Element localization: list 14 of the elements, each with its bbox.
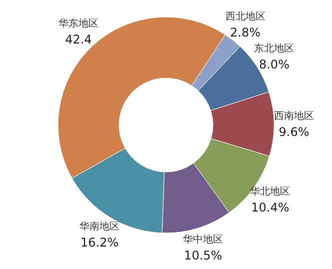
slice-label: 西南地区: [274, 110, 314, 122]
slice-label: 华北地区: [250, 185, 290, 198]
data-label: 9.6%: [278, 124, 310, 139]
slice-label: 东北地区: [254, 42, 294, 55]
slice-label: 华中地区: [183, 234, 224, 246]
data-label: 2.8%: [230, 26, 261, 40]
slice-label: 西北地区: [225, 10, 266, 23]
slice-label: 华东地区: [58, 18, 98, 30]
data-label: 8.0%: [258, 58, 290, 72]
data-label: 10.5%: [184, 248, 222, 262]
data-label: 42.4: [65, 32, 92, 47]
data-label: 10.4%: [251, 200, 290, 214]
data-label: 16.2%: [80, 235, 119, 250]
slice-label: 华南地区: [80, 220, 120, 232]
